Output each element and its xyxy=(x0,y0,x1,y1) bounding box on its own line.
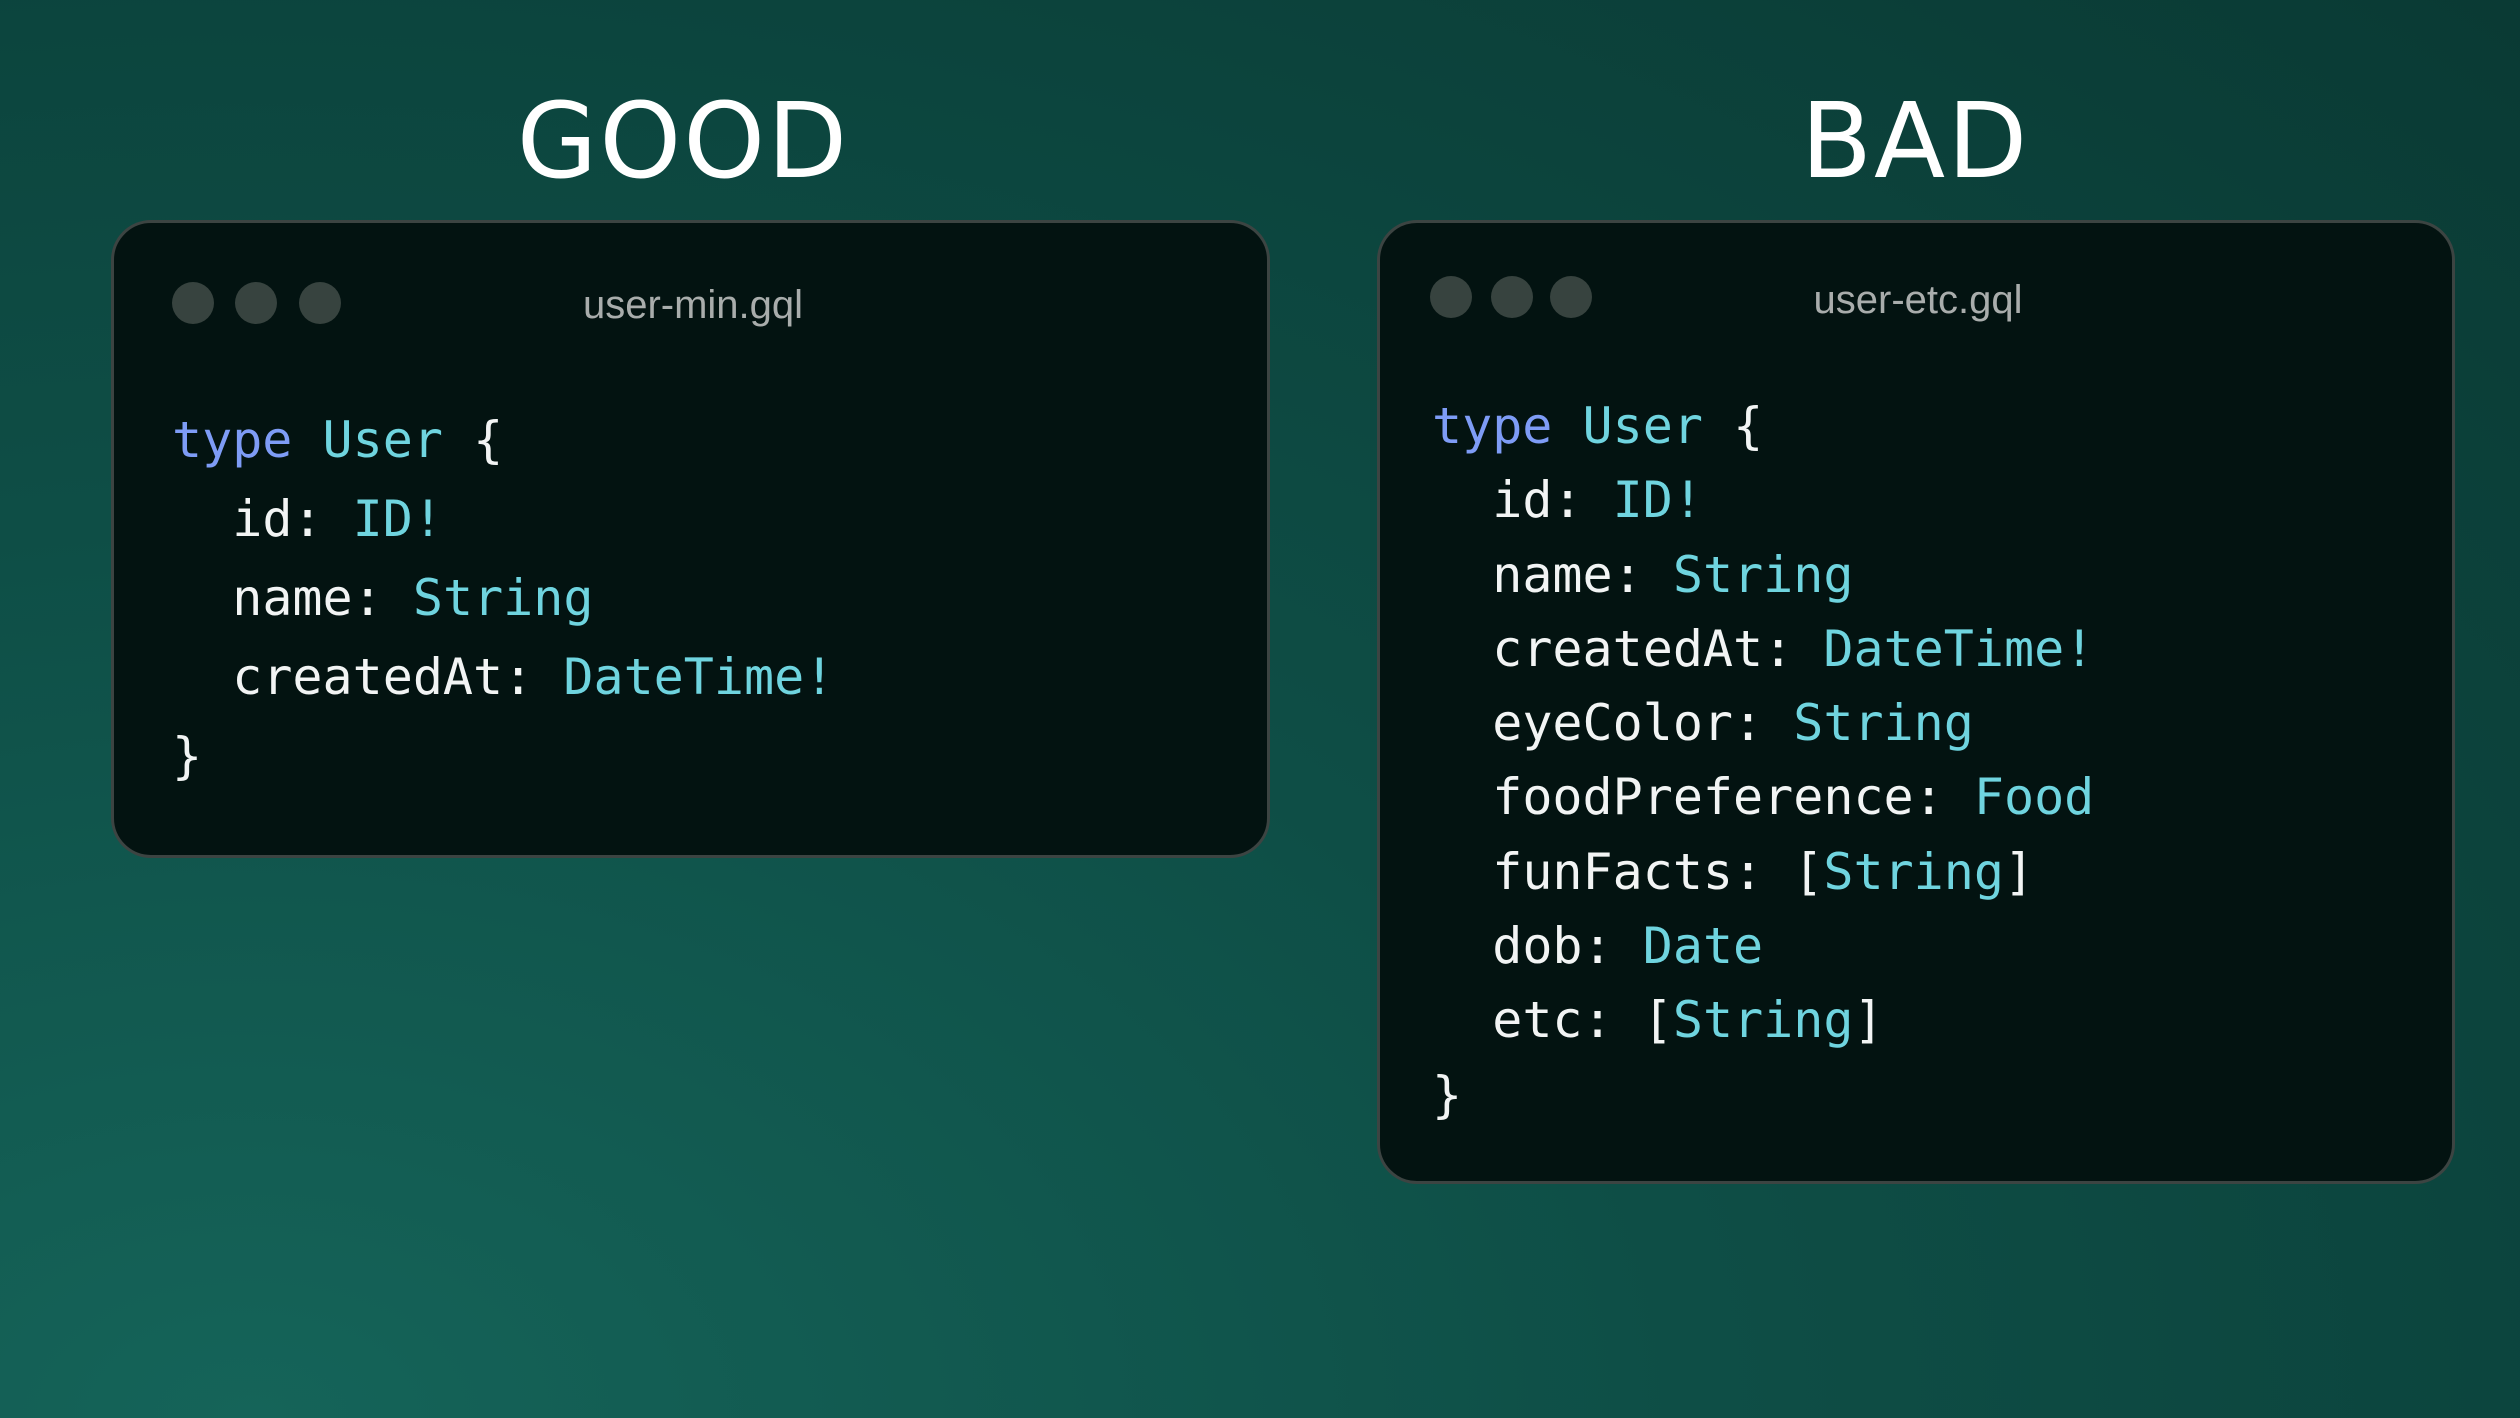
close-brace: } xyxy=(172,727,203,785)
code-line: id: ID! xyxy=(1492,471,1703,530)
code-line: type User { xyxy=(1432,389,2094,463)
keyword: type xyxy=(172,411,293,469)
code-line: eyeColor: String xyxy=(1492,694,1974,753)
code-line: id: ID! xyxy=(232,490,443,548)
code-line: type User { xyxy=(172,401,834,480)
code-line: etc: [String] xyxy=(1492,991,1884,1050)
code-line: dob: Date xyxy=(1492,917,1764,976)
good-heading: GOOD xyxy=(516,80,850,202)
filename: user-etc.gql xyxy=(1813,278,2023,322)
field-name: id xyxy=(232,490,293,548)
field-name: etc xyxy=(1492,991,1583,1050)
code-line: name: String xyxy=(1492,545,1854,604)
window-dot-icon xyxy=(299,282,341,324)
window-dot-icon xyxy=(1550,276,1592,318)
field-name: name xyxy=(1492,545,1613,604)
code-block: type User { id: ID! name: String created… xyxy=(172,401,834,796)
bad-heading: BAD xyxy=(1800,80,2030,202)
field-type: String xyxy=(1672,991,1854,1050)
field-name: dob xyxy=(1492,917,1583,976)
code-line: createdAt: DateTime! xyxy=(1492,619,2095,678)
window-dot-icon xyxy=(1430,276,1472,318)
field-name: createdAt xyxy=(232,648,504,706)
field-type: String xyxy=(1823,842,2004,901)
field-type: ID! xyxy=(1612,471,1703,530)
good-code-window: user-min.gql type User { id: ID! name: S… xyxy=(111,220,1270,858)
code-line: funFacts: [String] xyxy=(1492,842,2035,901)
field-name: createdAt xyxy=(1492,619,1764,678)
type-name: User xyxy=(1582,397,1703,455)
field-type: Date xyxy=(1642,917,1764,976)
field-type: String xyxy=(412,569,594,627)
window-dot-icon xyxy=(1491,276,1533,318)
field-type: DateTime! xyxy=(563,648,835,706)
window-dot-icon xyxy=(172,282,214,324)
field-type: DateTime! xyxy=(1823,619,2095,678)
field-type: ID! xyxy=(352,490,443,548)
code-line: } xyxy=(172,717,834,796)
field-type: String xyxy=(1793,694,1974,753)
field-name: funFacts xyxy=(1492,842,1734,901)
field-type: String xyxy=(1672,545,1854,604)
field-type: Food xyxy=(1973,768,2095,827)
code-block: type User { id: ID! name: String created… xyxy=(1432,389,2094,1132)
close-brace: } xyxy=(1432,1065,1463,1124)
field-name: eyeColor xyxy=(1492,694,1734,753)
keyword: type xyxy=(1432,397,1553,455)
type-name: User xyxy=(322,411,443,469)
open-brace: { xyxy=(473,411,504,469)
code-line: } xyxy=(1432,1058,2094,1132)
field-name: foodPreference xyxy=(1492,768,1914,827)
code-line: createdAt: DateTime! xyxy=(232,648,835,706)
code-line: name: String xyxy=(232,569,594,627)
open-brace: { xyxy=(1733,397,1764,455)
code-line: foodPreference: Food xyxy=(1492,768,2095,827)
window-dot-icon xyxy=(235,282,277,324)
field-name: id xyxy=(1492,471,1553,530)
field-name: name xyxy=(232,569,353,627)
bad-code-window: user-etc.gql type User { id: ID! name: S… xyxy=(1377,220,2455,1184)
filename: user-min.gql xyxy=(582,283,804,327)
